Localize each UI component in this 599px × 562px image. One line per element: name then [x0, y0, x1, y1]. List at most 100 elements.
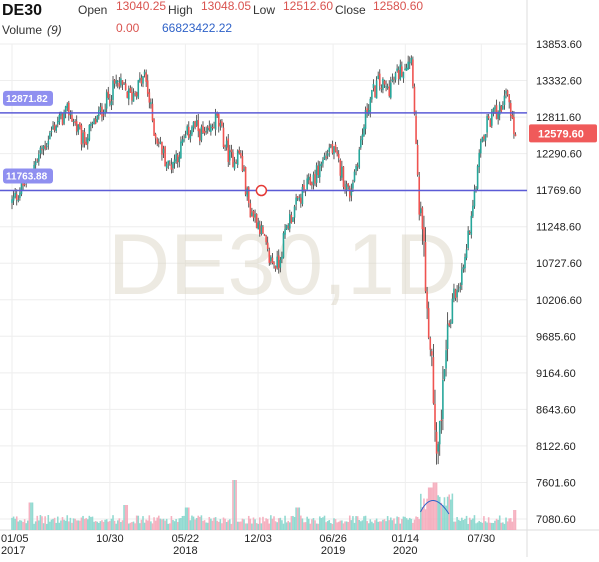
candle-body	[197, 120, 200, 132]
candle-body	[337, 154, 340, 159]
volume-bar	[257, 523, 260, 530]
volume-bar	[12, 516, 15, 530]
candle-body	[508, 95, 510, 103]
volume-bar	[350, 520, 353, 530]
volume-bar	[421, 507, 424, 530]
volume-bar	[304, 522, 307, 530]
volume-bar	[50, 519, 53, 530]
volume-bar	[481, 522, 484, 530]
candle-body	[176, 154, 179, 163]
volume-bar	[233, 480, 236, 530]
candle-body	[241, 156, 244, 172]
candle-body	[230, 149, 233, 153]
price-tick-label: 11248.60	[536, 222, 581, 234]
candle-body	[58, 114, 61, 122]
volume-bar	[251, 523, 253, 530]
volume-bar	[14, 518, 16, 530]
candle-body	[375, 80, 378, 99]
volume-bar	[26, 520, 29, 530]
volume-bar	[85, 518, 87, 530]
volume-bar	[238, 521, 241, 530]
volume-bar	[475, 523, 477, 530]
candle-body	[360, 139, 362, 148]
candle-body	[323, 155, 326, 160]
volume-bar	[290, 516, 293, 530]
volume-bar	[394, 523, 397, 530]
volume-bar	[200, 515, 203, 530]
volume-bar	[102, 521, 105, 530]
candle-body	[486, 116, 488, 133]
candle-body	[440, 420, 443, 422]
volume-bar	[479, 521, 482, 530]
candle-body	[491, 111, 493, 126]
volume-bar	[91, 516, 94, 530]
candle-body	[315, 165, 318, 183]
candle-body	[187, 126, 190, 138]
volume-bar	[315, 523, 318, 530]
candle-body	[270, 256, 272, 262]
volume-bar	[429, 487, 432, 530]
volume-bar	[219, 519, 222, 530]
volume-bar	[132, 521, 135, 530]
candle-body	[285, 224, 288, 230]
volume-bar	[472, 518, 474, 530]
candle-body	[326, 153, 329, 156]
volume-bar	[459, 520, 462, 530]
volume-bar	[227, 520, 230, 530]
volume-bar	[311, 519, 313, 530]
candle-body	[352, 182, 354, 189]
volume-bar	[487, 517, 490, 530]
close-label: Close	[335, 3, 366, 17]
volume-bar	[266, 519, 269, 530]
candle-body	[238, 150, 241, 154]
candle-body	[71, 115, 73, 122]
candle-body	[23, 184, 26, 186]
candle-body	[156, 138, 159, 144]
volume-bar	[31, 502, 34, 530]
volume-bar	[345, 521, 348, 530]
high-label: High	[168, 3, 193, 17]
candle-body	[150, 102, 152, 105]
volume-bar	[274, 521, 277, 530]
volume-bar	[203, 520, 206, 530]
volume-bar	[191, 515, 193, 530]
volume-bar	[262, 516, 264, 530]
candle-body	[415, 115, 417, 144]
volume-bar	[184, 507, 187, 530]
candle-body	[69, 113, 72, 115]
volume-bar	[189, 520, 192, 530]
volume-bar	[341, 520, 343, 530]
volume-bar	[277, 518, 280, 530]
candle-body	[470, 215, 473, 235]
price-axis[interactable]: 13853.60 13332.60 12811.60 12290.60 11769.60…	[536, 39, 582, 526]
volume-bar	[282, 523, 285, 530]
volume-bar	[451, 493, 454, 530]
volume-bar	[162, 518, 165, 530]
volume-value-2: 66823422.22	[162, 21, 232, 35]
volume-bar	[164, 520, 166, 530]
volume-bar	[484, 521, 487, 530]
volume-bar	[285, 522, 288, 530]
candle-body	[369, 98, 372, 112]
candle-body	[413, 86, 416, 115]
candle-body	[432, 357, 435, 404]
volume-bar	[112, 515, 114, 530]
candle-body	[12, 196, 15, 201]
volume-average-line	[420, 500, 450, 515]
candle-body	[91, 122, 94, 124]
volume-bar	[336, 522, 338, 530]
candle-body	[336, 151, 338, 154]
candle-body	[489, 119, 492, 127]
volume-bar	[41, 516, 43, 530]
candle-body	[494, 106, 496, 110]
volume-bar	[17, 521, 20, 530]
candle-body	[405, 67, 408, 71]
candle-body	[342, 166, 345, 187]
volume-bar	[325, 522, 327, 530]
volume-bar	[271, 518, 274, 530]
volume-bar	[314, 520, 316, 530]
volume-bar	[506, 521, 509, 530]
